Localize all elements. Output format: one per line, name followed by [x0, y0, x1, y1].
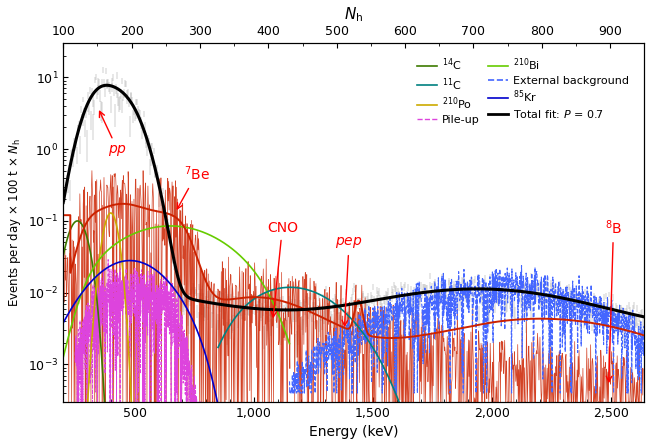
Text: $pp$: $pp$ [99, 111, 127, 158]
Text: $^8$B: $^8$B [604, 218, 622, 382]
Text: CNO: CNO [267, 221, 298, 317]
Legend: $^{14}$C, $^{11}$C, $^{210}$Po, Pile-up, $^{210}$Bi, External background, $^{85}: $^{14}$C, $^{11}$C, $^{210}$Po, Pile-up,… [413, 52, 633, 129]
Text: $^7$Be: $^7$Be [177, 165, 210, 209]
X-axis label: $N_{\rm h}$: $N_{\rm h}$ [344, 5, 363, 24]
Y-axis label: Events per day $\times$ 100 t $\times$ $N_{\rm h}$: Events per day $\times$ 100 t $\times$ $… [6, 138, 23, 307]
Text: $pep$: $pep$ [335, 235, 363, 326]
X-axis label: Energy (keV): Energy (keV) [309, 425, 398, 440]
